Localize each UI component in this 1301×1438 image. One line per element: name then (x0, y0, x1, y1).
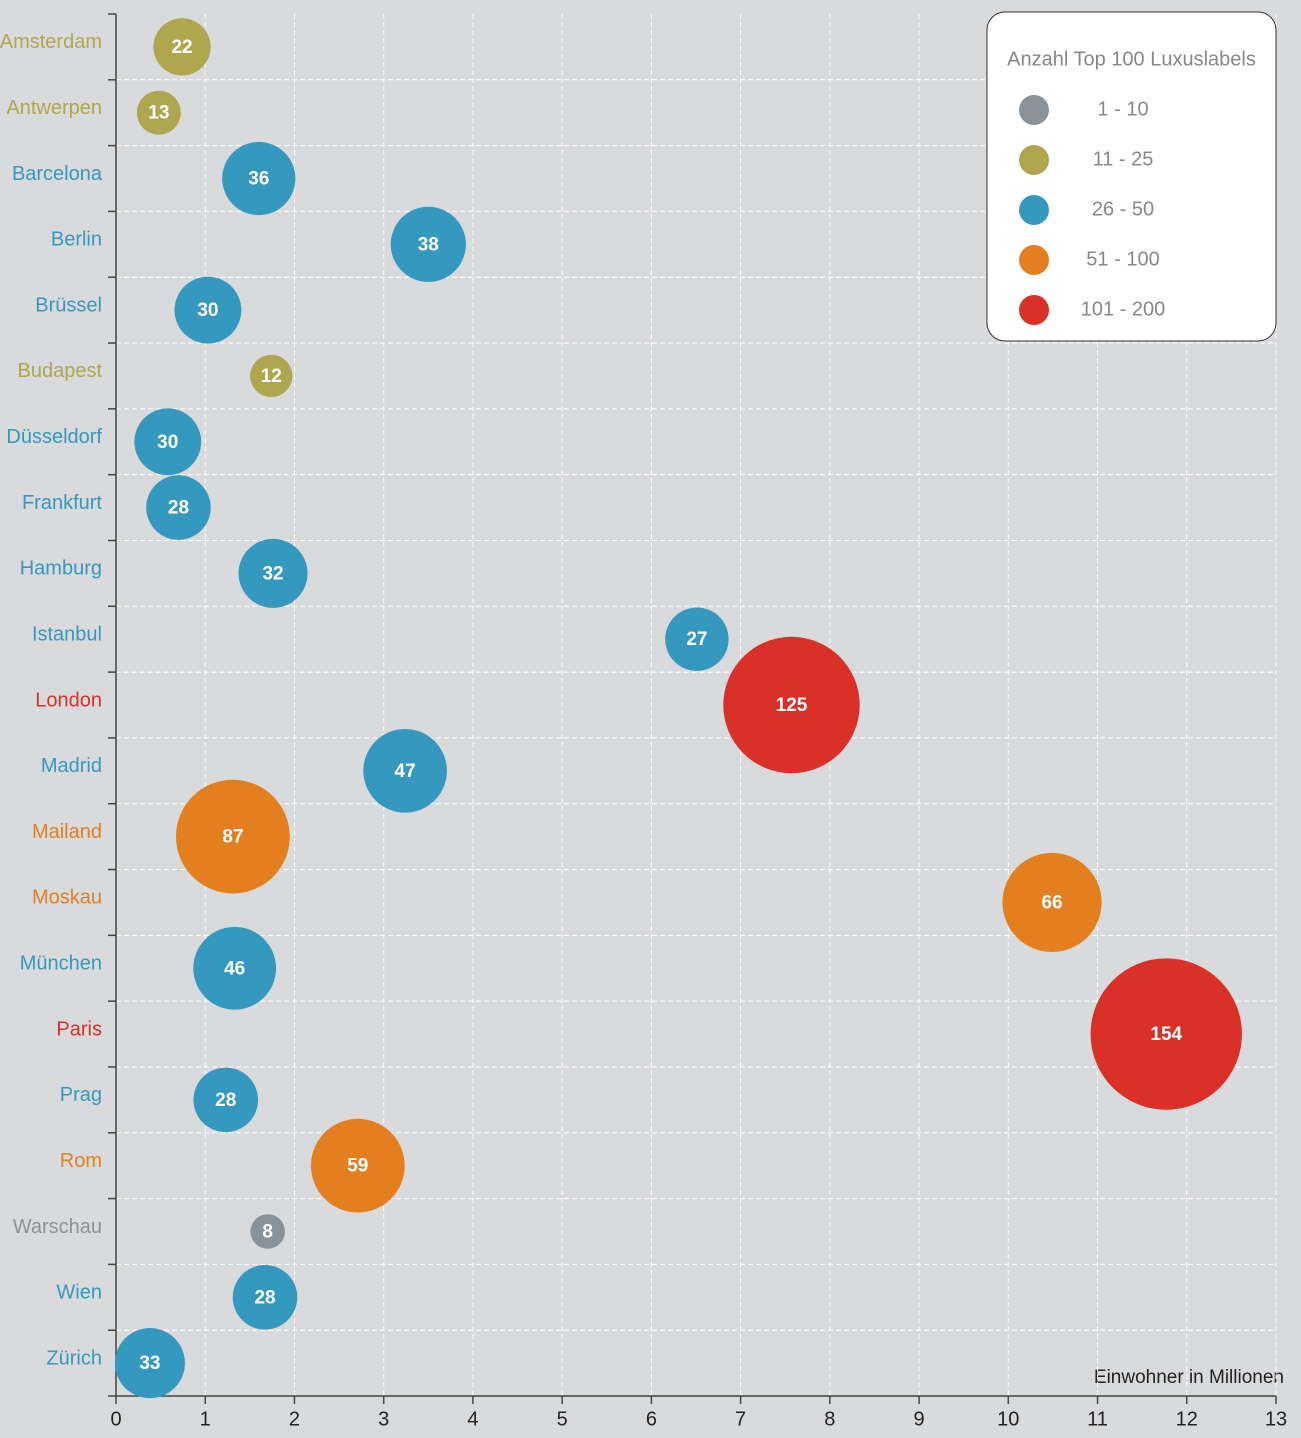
x-tick-label: 5 (557, 1408, 568, 1430)
x-tick-label: 8 (824, 1408, 835, 1430)
data-label: 22 (171, 37, 192, 58)
x-tick-label: 3 (378, 1408, 389, 1430)
data-label: 33 (139, 1353, 160, 1374)
data-label: 28 (215, 1090, 236, 1111)
x-tick-label: 12 (1176, 1408, 1198, 1430)
x-tick-label: 9 (914, 1408, 925, 1430)
x-tick-label: 1 (200, 1408, 211, 1430)
y-tick-label: Zürich (46, 1347, 102, 1369)
data-label: 36 (248, 169, 269, 190)
y-tick-label: Rom (60, 1150, 102, 1172)
y-tick-label: Barcelona (12, 163, 103, 185)
legend-label: 101 - 200 (1081, 298, 1166, 320)
y-tick-label: Düsseldorf (6, 426, 102, 448)
data-label: 47 (395, 761, 416, 782)
bubble (146, 475, 211, 540)
bubble (310, 1118, 405, 1213)
y-tick-label: Amsterdam (0, 31, 102, 53)
legend-label: 51 - 100 (1086, 248, 1159, 270)
y-tick-label: Frankfurt (22, 492, 102, 514)
x-tick-label: 4 (467, 1408, 478, 1430)
data-label: 38 (418, 234, 439, 255)
data-label: 32 (262, 563, 283, 584)
data-label: 46 (224, 958, 245, 979)
data-label: 12 (261, 366, 282, 387)
legend-swatch (1019, 295, 1049, 325)
legend-swatch (1019, 195, 1049, 225)
data-label: 30 (197, 300, 218, 321)
y-tick-label: Madrid (41, 755, 102, 777)
bubble (390, 206, 466, 282)
legend-swatch (1019, 95, 1049, 125)
y-tick-label: Moskau (32, 887, 102, 909)
data-label: 87 (222, 827, 243, 848)
bubble (1090, 958, 1242, 1110)
data-label: 13 (148, 103, 169, 124)
data-label: 66 (1041, 892, 1062, 913)
bubble (175, 779, 290, 894)
x-tick-label: 13 (1265, 1408, 1287, 1430)
x-tick-label: 6 (646, 1408, 657, 1430)
y-tick-label: London (35, 689, 102, 711)
bubble (222, 141, 296, 216)
bubble (114, 1328, 185, 1399)
data-label: 8 (262, 1221, 273, 1242)
legend-label: 11 - 25 (1093, 148, 1154, 170)
data-label: 28 (168, 498, 189, 519)
data-label: 30 (157, 432, 178, 453)
legend-box (986, 11, 1277, 342)
bubble (250, 1214, 285, 1249)
y-tick-label: Budapest (17, 360, 102, 382)
y-tick-label: Warschau (13, 1216, 102, 1238)
y-tick-label: Hamburg (20, 558, 102, 580)
y-tick-label: Brüssel (35, 294, 102, 316)
x-tick-label: 11 (1087, 1408, 1108, 1430)
data-label: 59 (347, 1156, 368, 1177)
x-tick-label: 2 (289, 1408, 300, 1430)
y-tick-label: Mailand (32, 821, 102, 843)
y-tick-label: Berlin (51, 229, 102, 251)
bubble (153, 18, 211, 76)
legend-swatch (1019, 145, 1049, 175)
bubble (136, 90, 181, 135)
bubble (193, 1067, 259, 1133)
bubble (665, 607, 729, 671)
bubble (232, 1265, 298, 1330)
data-label: 27 (686, 629, 707, 650)
bubble (723, 636, 860, 774)
y-tick-label: Prag (60, 1084, 102, 1106)
bubble (134, 408, 202, 476)
x-axis-label: Einwohner in Millionen (1094, 1367, 1284, 1388)
bubble (363, 728, 447, 813)
x-tick-label: 10 (997, 1408, 1019, 1430)
bubble (1002, 852, 1102, 952)
bubble (193, 926, 277, 1010)
x-tick-label: 0 (110, 1408, 121, 1430)
y-tick-label: Paris (56, 1018, 102, 1040)
data-label: 125 (776, 695, 808, 716)
bubble (238, 538, 308, 608)
legend-label: 26 - 50 (1092, 198, 1154, 220)
data-label: 154 (1150, 1024, 1182, 1045)
y-tick-label: Antwerpen (6, 97, 102, 119)
legend-label: 1 - 10 (1097, 98, 1148, 120)
legend-swatch (1019, 245, 1049, 275)
bubble (174, 276, 242, 344)
x-tick-label: 7 (735, 1408, 746, 1430)
legend-title: Anzahl Top 100 Luxuslabels (1007, 48, 1256, 70)
y-tick-label: Istanbul (32, 623, 102, 645)
bubble (250, 354, 293, 398)
y-tick-label: München (20, 953, 102, 975)
data-label: 28 (254, 1287, 275, 1308)
y-tick-label: Wien (56, 1282, 102, 1304)
